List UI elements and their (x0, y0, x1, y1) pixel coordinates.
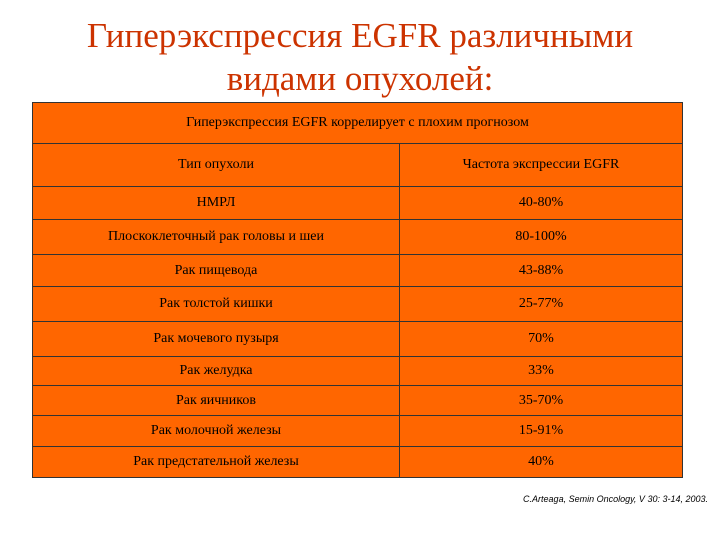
expression-frequency-cell: 15-91% (399, 416, 682, 446)
tumor-type-cell: НМРЛ (196, 195, 236, 210)
egfr-expression-table: Гиперэкспрессия EGFR коррелирует с плохи… (32, 102, 683, 478)
tumor-type-cell: Рак мочевого пузыря (153, 331, 279, 346)
table-row: Рак молочной железы 15-91% (33, 415, 682, 446)
tumor-type-cell: Рак яичников (176, 392, 256, 408)
table-row: Рак яичников 35-70% (33, 385, 682, 415)
table-row: Рак мочевого пузыря 70% (33, 321, 682, 356)
table-row: Рак пищевода 43-88% (33, 254, 682, 286)
expression-frequency-cell: 25-77% (399, 287, 682, 321)
slide-title-line-2: видами опухолей: (226, 59, 494, 98)
table-header-row: Тип опухоли Частота экспрессии EGFR (33, 143, 682, 186)
table-row: Рак желудка 33% (33, 356, 682, 385)
table-row: Рак толстой кишки 25-77% (33, 286, 682, 321)
citation: C.Arteaga, Semin Oncology, V 30: 3-14, 2… (523, 494, 708, 504)
tumor-type-cell: Рак молочной железы (150, 423, 282, 438)
expression-frequency-cell: 80-100% (399, 220, 682, 254)
tumor-type-cell: Рак пищевода (174, 262, 258, 278)
header-tumor-type: Тип опухоли (178, 157, 254, 172)
table-caption: Гиперэкспрессия EGFR коррелирует с плохи… (186, 115, 529, 130)
header-expression-frequency: Частота экспрессии EGFR (399, 144, 682, 186)
tumor-type-cell: Рак желудка (179, 363, 253, 378)
expression-frequency-cell: 40% (399, 447, 682, 477)
expression-frequency-cell: 70% (399, 322, 682, 356)
table-row: Плоскоклеточный рак головы и шеи 80-100% (33, 219, 682, 254)
expression-frequency-cell: 40-80% (399, 187, 682, 219)
table-caption-row: Гиперэкспрессия EGFR коррелирует с плохи… (33, 103, 682, 143)
slide-title-line-1: Гиперэкспрессия EGFR различными (86, 16, 634, 55)
tumor-type-cell: Рак толстой кишки (159, 296, 273, 311)
expression-frequency-cell: 43-88% (399, 255, 682, 286)
slide-title: Гиперэкспрессия EGFR различными видами о… (0, 14, 720, 100)
table-row: НМРЛ 40-80% (33, 186, 682, 219)
expression-frequency-cell: 33% (399, 357, 682, 385)
table-row: Рак предстательной железы 40% (33, 446, 682, 477)
tumor-type-cell: Плоскоклеточный рак головы и шеи (108, 229, 324, 244)
expression-frequency-cell: 35-70% (399, 386, 682, 415)
tumor-type-cell: Рак предстательной железы (133, 454, 299, 469)
